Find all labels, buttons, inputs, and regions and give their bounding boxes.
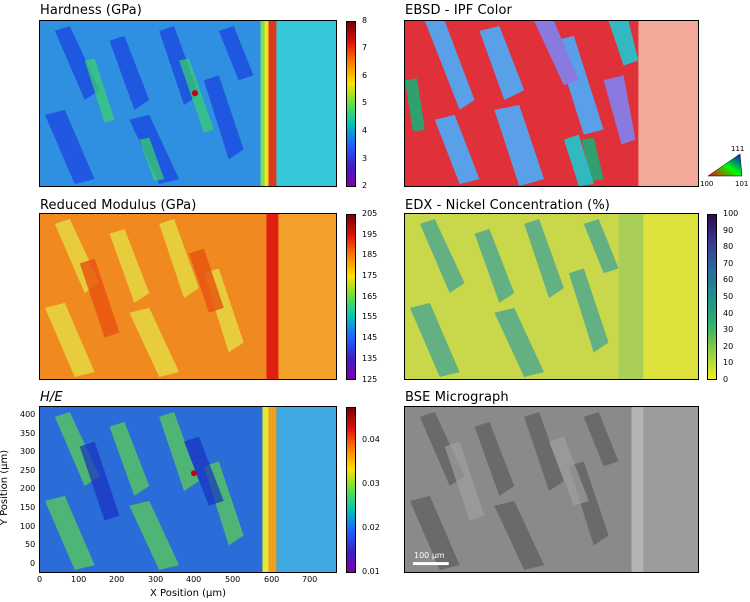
- x-tick-label: 200: [109, 575, 125, 584]
- scale-bar-label: 100 μm: [414, 551, 445, 560]
- modulus-title: Reduced Modulus (GPa): [40, 198, 197, 213]
- hardness-cbar-tick: 2: [362, 181, 368, 190]
- hardness-cbar-tick: 6: [362, 71, 368, 80]
- hardness-cbar-tick: 5: [362, 98, 368, 107]
- modulus-colorbar: [346, 214, 356, 380]
- edx-cbar-tick: 90: [723, 226, 734, 235]
- x-axis-title: X Position (μm): [150, 588, 227, 599]
- y-tick-label: 100: [20, 522, 36, 531]
- y-tick-label: 150: [20, 503, 36, 512]
- edx-cbar-tick: 100: [723, 209, 739, 218]
- modulus-map: [39, 213, 337, 380]
- modulus-cbar-tick: 125: [362, 375, 378, 384]
- he-map: [39, 406, 337, 573]
- y-tick-label: 250: [20, 466, 36, 475]
- edx-cbar-tick: 60: [723, 275, 734, 284]
- hardness-map: [39, 20, 337, 187]
- he-cbar-tick: 0.02: [362, 523, 380, 532]
- modulus-cbar-tick: 205: [362, 209, 378, 218]
- modulus-cbar-tick: 155: [362, 312, 378, 321]
- he-colorbar: [346, 407, 356, 573]
- ipf-label-111: 111: [731, 145, 745, 153]
- edx-title: EDX - Nickel Concentration (%): [405, 198, 610, 213]
- x-tick-label: 600: [264, 575, 280, 584]
- hardness-cbar-tick: 8: [362, 16, 368, 25]
- he-cbar-tick: 0.04: [362, 435, 380, 444]
- hardness-title: Hardness (GPa): [40, 3, 142, 18]
- edx-cbar-tick: 50: [723, 292, 734, 301]
- modulus-cbar-tick: 135: [362, 354, 378, 363]
- x-tick-label: 300: [148, 575, 164, 584]
- y-tick-label: 300: [20, 447, 36, 456]
- edx-cbar-tick: 70: [723, 259, 734, 268]
- y-tick-label: 400: [20, 410, 36, 419]
- edx-cbar-tick: 20: [723, 342, 734, 351]
- modulus-cbar-tick: 185: [362, 250, 378, 259]
- ipf-label-100: 100: [700, 180, 714, 188]
- he-cbar-tick: 0.01: [362, 567, 380, 576]
- hardness-cbar-tick: 7: [362, 43, 368, 52]
- ipf-color-key: [704, 148, 748, 182]
- x-tick-label: 400: [186, 575, 202, 584]
- edx-cbar-tick: 40: [723, 309, 734, 318]
- ipf-label-101: 101: [735, 180, 749, 188]
- bse-title: BSE Micrograph: [405, 390, 509, 405]
- edx-cbar-tick: 80: [723, 242, 734, 251]
- edx-cbar-tick: 30: [723, 325, 734, 334]
- y-tick-label: 50: [25, 540, 36, 549]
- y-tick-label: 350: [20, 429, 36, 438]
- ebsd-title: EBSD - IPF Color: [405, 3, 512, 18]
- edx-cbar-tick: 10: [723, 358, 734, 367]
- hardness-cbar-tick: 3: [362, 154, 368, 163]
- hardness-colorbar: [346, 21, 356, 187]
- ebsd-map: [404, 20, 699, 187]
- edx-colorbar: [707, 214, 717, 380]
- modulus-cbar-tick: 175: [362, 271, 378, 280]
- x-tick-label: 500: [225, 575, 241, 584]
- edx-cbar-tick: 0: [723, 375, 729, 384]
- modulus-cbar-tick: 165: [362, 292, 378, 301]
- bse-map: [404, 406, 699, 573]
- y-tick-label: 200: [20, 484, 36, 493]
- hardness-cbar-tick: 4: [362, 126, 368, 135]
- he-cbar-tick: 0.03: [362, 479, 380, 488]
- modulus-cbar-tick: 195: [362, 230, 378, 239]
- x-tick-label: 100: [71, 575, 87, 584]
- modulus-cbar-tick: 145: [362, 333, 378, 342]
- x-tick-label: 0: [37, 575, 43, 584]
- he-title: H/E: [40, 390, 63, 405]
- x-tick-label: 700: [302, 575, 318, 584]
- y-tick-label: 0: [30, 559, 36, 568]
- y-axis-title: Y Position (μm): [0, 449, 11, 526]
- edx-map: [404, 213, 699, 380]
